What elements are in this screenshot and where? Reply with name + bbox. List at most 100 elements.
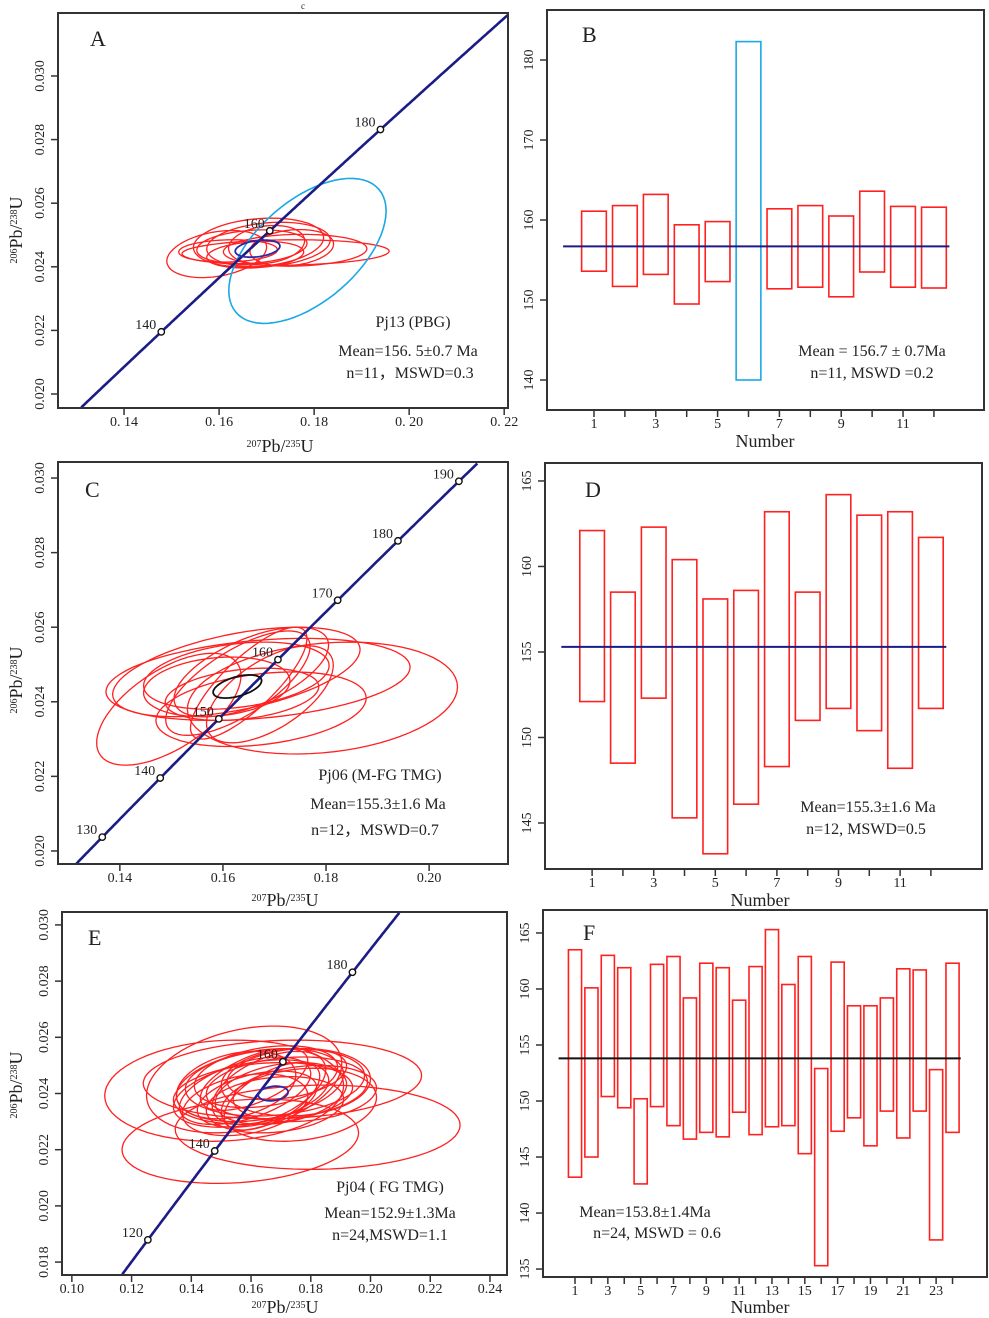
age-error-bar: [748, 965, 763, 1136]
x-tick-label: 0. 22: [490, 415, 518, 430]
age-error-bar: [715, 966, 731, 1138]
y-tick-label: 0.020: [37, 1190, 52, 1222]
x-tick-label: 1: [589, 876, 596, 891]
concordia-age-marker: [265, 226, 274, 235]
age-error-bar: [578, 529, 606, 703]
concordia-age-marker: [279, 1057, 287, 1066]
x-tick-label: 13: [765, 1284, 779, 1299]
x-tick-label: 0.18: [299, 1282, 324, 1297]
plot-area: [104, 912, 461, 1275]
data-ellipse: [220, 1067, 378, 1142]
concordia-age-marker: [376, 125, 385, 134]
x-tick-label: 7: [776, 417, 783, 432]
data-ellipse: [211, 1050, 327, 1126]
panel-e: 0.10 0.12 0.14 0.16 0.18 0.20 0.22 0.24 0.018 0.0…: [6, 909, 508, 1317]
y-axis-title-sup2: 238: [9, 659, 20, 674]
x-tick-label: 9: [835, 876, 842, 891]
panel-letter: C: [85, 477, 100, 502]
age-error-bar: [858, 190, 886, 273]
data-ellipse: [223, 1061, 321, 1131]
y-tick-label: 145: [518, 1147, 533, 1168]
y-tick-label: 160: [520, 556, 535, 577]
x-axis-title-sup1: 207: [246, 439, 261, 450]
x-axis-title-base1: Pb/: [266, 1297, 290, 1317]
y-axis-title-sup1: 206: [9, 249, 20, 264]
x-tick-label: 0.12: [119, 1282, 144, 1297]
y-axis-title-sup2: 238: [9, 1064, 20, 1079]
y-axis-title-base2: U: [6, 1051, 26, 1064]
y-tick-label: 0.030: [37, 909, 52, 941]
sample-label: Pj04 ( FG TMG): [336, 1179, 444, 1196]
mean-age-text: Mean = 156.7 ± 0.7Ma: [798, 343, 946, 360]
concordia-age-marker: [348, 968, 357, 977]
x-axis-title-base2: U: [306, 890, 319, 910]
y-tick-label: 0.030: [33, 462, 48, 494]
y-tick-label: 135: [518, 1259, 533, 1280]
age-error-bar: [945, 962, 960, 1134]
concordia-age-marker: [157, 327, 166, 336]
y-tick-label: 0.022: [33, 761, 48, 793]
x-tick-label: 0. 16: [205, 415, 233, 430]
age-error-bar: [856, 514, 883, 732]
y-tick-label: 140: [518, 1203, 533, 1224]
y-tick-label: 165: [518, 922, 533, 943]
y-tick-label: 160: [522, 210, 537, 231]
age-error-bar: [633, 1097, 649, 1185]
age-error-bar: [920, 206, 948, 289]
age-error-bar: [813, 1067, 829, 1267]
y-tick-label: 0.028: [37, 965, 52, 997]
y-axis-title-base2: U: [6, 646, 26, 659]
x-tick-label: 11: [732, 1284, 745, 1299]
y-axis-title-base1: Pb/: [6, 224, 26, 248]
x-axis-title: Number: [736, 431, 795, 451]
y-tick-label: 0.024: [33, 251, 48, 283]
data-ellipse: [142, 1039, 423, 1120]
data-ellipse: [206, 240, 305, 269]
data-ellipse: [165, 630, 311, 736]
x-tick-label: 0. 14: [110, 415, 138, 430]
y-tick-label: 0.028: [33, 124, 48, 156]
data-ellipse: [189, 626, 308, 740]
data-ellipse: [142, 641, 330, 710]
age-error-bar: [567, 948, 583, 1178]
panel-letter: D: [585, 477, 601, 502]
y-axis-title-base1: Pb/: [6, 1079, 26, 1103]
concordia-age-label: 190: [433, 467, 454, 482]
age-error-bar: [580, 210, 608, 272]
y-axis-title: 206Pb/238U: [6, 196, 26, 263]
plot-frame: [546, 9, 985, 411]
x-axis-title-sup2: 235: [291, 893, 306, 904]
stats-text: n=24, MSWD = 0.6: [593, 1225, 721, 1242]
y-tick-label: 0.026: [33, 187, 48, 219]
data-ellipse: [232, 1064, 378, 1123]
age-error-bar: [895, 968, 911, 1139]
age-error-bar: [828, 215, 855, 298]
concordia-curve: [80, 14, 508, 408]
concordia-age-label: 140: [134, 764, 155, 779]
data-ellipse: [205, 1076, 345, 1134]
y-axis-title-sup1: 206: [9, 699, 20, 714]
x-axis-title-sup2: 235: [291, 1300, 306, 1311]
concordia-age-label: 140: [135, 318, 156, 333]
x-tick-label: 5: [712, 876, 719, 891]
stats-text: n=11，MSWD=0.3: [346, 365, 473, 382]
concordia-age-marker: [274, 655, 282, 664]
mean-ellipse: [212, 673, 263, 700]
plot-frame: [57, 12, 509, 409]
panel-f: 1 3 5 7 9 11 13 15 17 19 21 23135140145150155160165…: [518, 909, 988, 1317]
data-ellipse: [206, 221, 331, 268]
age-error-bar: [781, 983, 796, 1127]
data-ellipse: [178, 1056, 312, 1126]
plot-area: [563, 40, 950, 381]
age-error-bar: [917, 536, 944, 710]
age-error-bar: [732, 589, 760, 805]
age-error-bar: [886, 510, 914, 770]
data-ellipse: [186, 641, 459, 755]
x-tick-label: 15: [798, 1284, 812, 1299]
age-error-bar: [600, 954, 616, 1098]
x-tick-label: 5: [637, 1284, 644, 1299]
data-ellipse: [181, 239, 390, 266]
x-tick-label: 21: [896, 1284, 910, 1299]
x-tick-label: 0.10: [60, 1282, 85, 1297]
panel-a: 0. 14 0. 16 0. 18 0. 20 0. 22 0.020 0.022 0.024…: [6, 12, 518, 456]
